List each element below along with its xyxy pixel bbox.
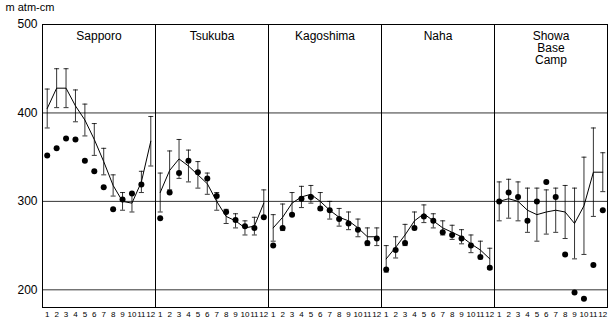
svg-text:9: 9 — [233, 310, 238, 319]
svg-text:6: 6 — [318, 310, 323, 319]
svg-text:9: 9 — [120, 310, 125, 319]
svg-text:5: 5 — [535, 310, 540, 319]
svg-text:9: 9 — [346, 310, 351, 319]
svg-text:3: 3 — [516, 310, 521, 319]
svg-text:10: 10 — [580, 310, 589, 319]
svg-text:7: 7 — [214, 310, 219, 319]
svg-text:Tsukuba: Tsukuba — [190, 29, 235, 43]
svg-text:10: 10 — [354, 310, 363, 319]
svg-text:Kagoshima: Kagoshima — [295, 29, 355, 43]
svg-text:6: 6 — [544, 310, 549, 319]
svg-text:400: 400 — [17, 106, 37, 120]
svg-text:9: 9 — [572, 310, 577, 319]
svg-text:12: 12 — [259, 310, 268, 319]
svg-text:2: 2 — [280, 310, 285, 319]
svg-text:Sapporo: Sapporo — [76, 29, 122, 43]
svg-text:3: 3 — [64, 310, 69, 319]
svg-text:12: 12 — [598, 310, 607, 319]
svg-text:1: 1 — [384, 310, 389, 319]
svg-text:Naha: Naha — [424, 29, 453, 43]
svg-text:12: 12 — [146, 310, 155, 319]
svg-text:4: 4 — [412, 310, 417, 319]
svg-text:10: 10 — [241, 310, 250, 319]
svg-text:11: 11 — [589, 310, 598, 319]
svg-text:8: 8 — [111, 310, 116, 319]
svg-text:5: 5 — [309, 310, 314, 319]
svg-text:4: 4 — [525, 310, 530, 319]
svg-text:4: 4 — [73, 310, 78, 319]
svg-text:300: 300 — [17, 194, 37, 208]
svg-text:11: 11 — [250, 310, 259, 319]
svg-text:8: 8 — [450, 310, 455, 319]
svg-text:1: 1 — [497, 310, 502, 319]
svg-text:5: 5 — [83, 310, 88, 319]
svg-text:1: 1 — [158, 310, 163, 319]
svg-text:4: 4 — [299, 310, 304, 319]
svg-text:6: 6 — [431, 310, 436, 319]
svg-text:7: 7 — [327, 310, 332, 319]
svg-text:m atm-cm: m atm-cm — [6, 1, 55, 13]
svg-text:2: 2 — [167, 310, 172, 319]
svg-text:5: 5 — [196, 310, 201, 319]
svg-text:8: 8 — [224, 310, 229, 319]
svg-text:5: 5 — [422, 310, 427, 319]
svg-text:1: 1 — [45, 310, 50, 319]
svg-text:2: 2 — [506, 310, 511, 319]
svg-text:7: 7 — [440, 310, 445, 319]
svg-text:1: 1 — [271, 310, 276, 319]
svg-text:10: 10 — [128, 310, 137, 319]
svg-text:8: 8 — [563, 310, 568, 319]
svg-text:200: 200 — [17, 283, 37, 297]
svg-text:4: 4 — [186, 310, 191, 319]
svg-text:2: 2 — [393, 310, 398, 319]
svg-text:10: 10 — [467, 310, 476, 319]
svg-text:12: 12 — [372, 310, 381, 319]
svg-text:11: 11 — [137, 310, 146, 319]
svg-text:3: 3 — [403, 310, 408, 319]
svg-text:7: 7 — [553, 310, 558, 319]
svg-text:6: 6 — [92, 310, 97, 319]
svg-text:6: 6 — [205, 310, 210, 319]
svg-text:12: 12 — [485, 310, 494, 319]
svg-text:2: 2 — [54, 310, 59, 319]
svg-text:11: 11 — [476, 310, 485, 319]
svg-text:ShowaBaseCamp: ShowaBaseCamp — [533, 29, 570, 67]
svg-text:9: 9 — [459, 310, 464, 319]
svg-text:3: 3 — [177, 310, 182, 319]
svg-text:8: 8 — [337, 310, 342, 319]
svg-text:7: 7 — [101, 310, 106, 319]
svg-text:500: 500 — [17, 17, 37, 31]
svg-text:3: 3 — [290, 310, 295, 319]
svg-text:11: 11 — [363, 310, 372, 319]
